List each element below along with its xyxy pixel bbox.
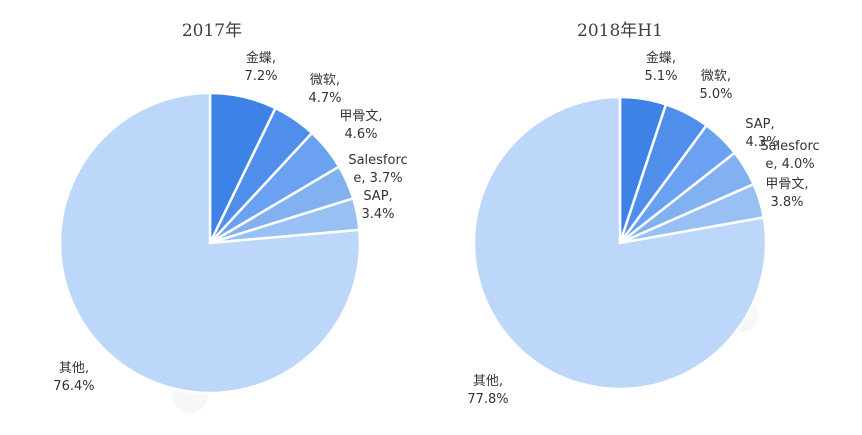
slice-label-1-4: Salesforc e, 3.7% (348, 153, 407, 186)
slice-label-2-6: 其他, 77.8% (467, 374, 508, 407)
slice-label-2-2: 微软, 5.0% (699, 69, 732, 102)
slice-label-2-1: 金蝶, 5.1% (644, 50, 677, 84)
pie-slice-2-6 (472, 95, 768, 391)
slice-label-1-3: 甲骨文, 4.6% (339, 109, 382, 142)
slice-label-2-4: Salesforc e, 4.0% (760, 139, 819, 172)
slice-label-2-3: SAP, 4.3% (745, 117, 779, 150)
slice-label-2-5: 甲骨文, 3.8% (765, 177, 808, 210)
slice-label-1-6: 其他, 76.4% (53, 361, 94, 394)
slice-label-1-2: 微软, 4.7% (308, 73, 341, 106)
slice-label-1-1: 金蝶, 7.2% (244, 50, 277, 84)
chart-title-2: 2018年H1 (577, 21, 663, 41)
slice-label-1-5: SAP, 3.4% (361, 189, 394, 222)
pie-slice-1-6 (58, 91, 362, 395)
chart-title-1: 2017年 (182, 21, 242, 41)
